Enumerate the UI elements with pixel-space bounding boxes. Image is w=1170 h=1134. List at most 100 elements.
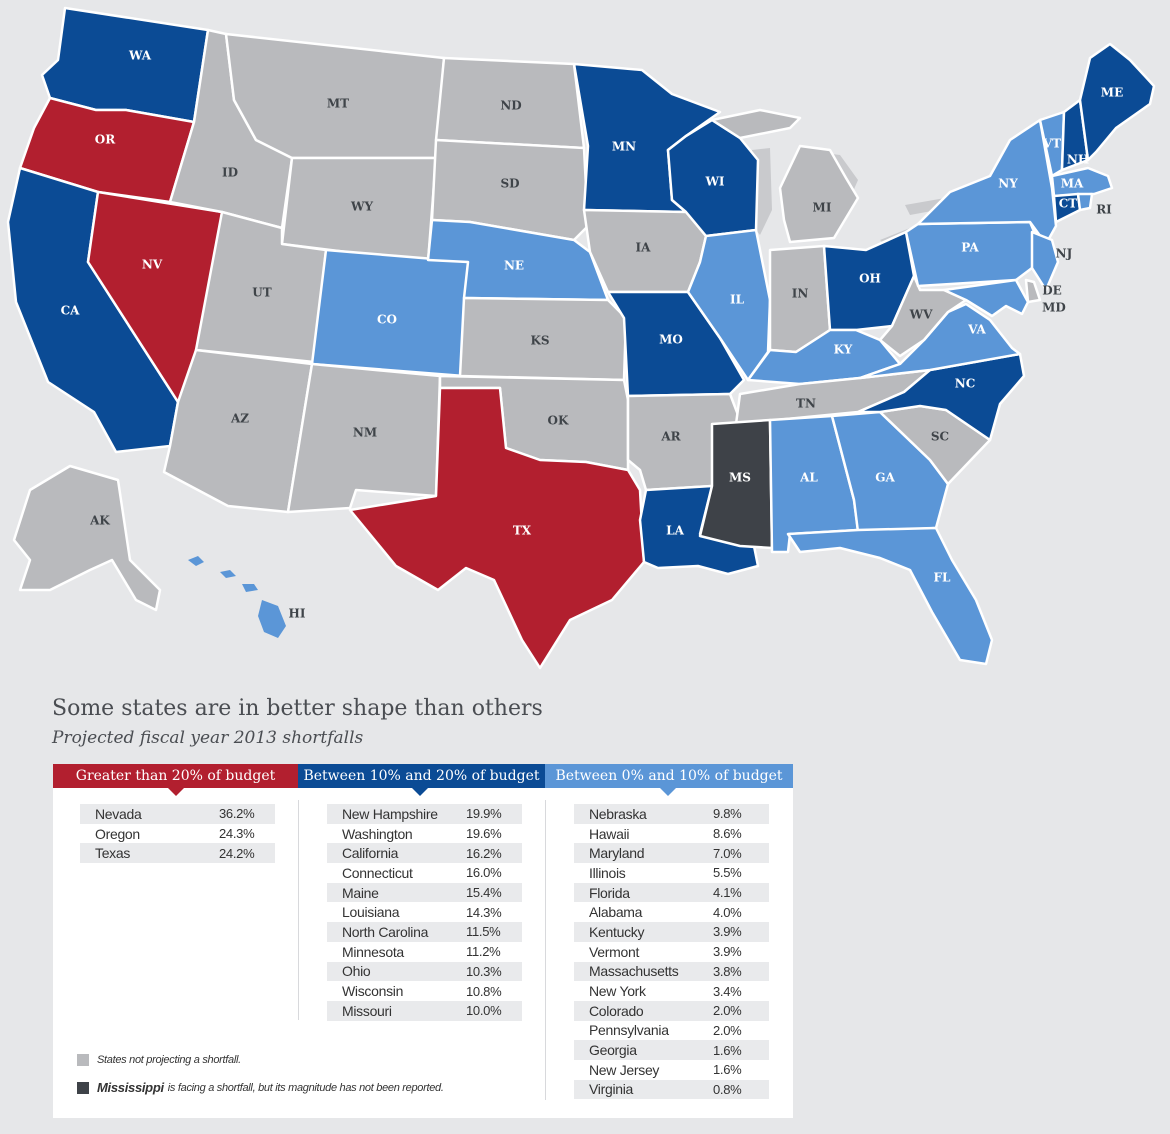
label-OR: OR [95, 133, 116, 147]
state-NJ[interactable] [1030, 230, 1060, 292]
us-states-map: WA OR CA NV ID MT WY UT CO AZ NM ND SD N… [6, 6, 1156, 670]
label-VT: VT [1042, 137, 1061, 151]
label-AR: AR [660, 430, 681, 444]
table-row: Georgia 1.6% [574, 1040, 769, 1060]
table-row: Pennsylvania 2.0% [574, 1020, 769, 1041]
legend-no-shortfall: States not projecting a shortfall. [77, 1054, 241, 1066]
state-name: Massachusetts [589, 963, 679, 980]
label-NC: NC [955, 377, 976, 391]
state-DE[interactable] [1024, 278, 1042, 304]
state-name: Alabama [589, 904, 643, 921]
table-row: Louisiana 14.3% [327, 902, 522, 923]
state-MI-up[interactable] [710, 108, 802, 140]
table-row: Oregon 24.3% [80, 823, 275, 844]
state-NY[interactable] [916, 118, 1058, 246]
table-row: Illinois 5.5% [574, 863, 769, 883]
list-10to20: New Hampshire 19.9% Washington 19.6% Califor… [327, 804, 522, 1021]
label-OK: OK [548, 414, 569, 428]
label-SC: SC [931, 430, 949, 444]
shortfall-percent: 14.3% [466, 904, 502, 920]
table-row: Ohio 10.3% [327, 961, 522, 982]
label-ID: ID [222, 166, 238, 180]
state-name: Nevada [95, 805, 142, 822]
shortfall-percent: 19.9% [466, 806, 502, 822]
legend-mississippi: Mississippi is facing a shortfall, but i… [77, 1080, 444, 1095]
shortfall-percent: 4.1% [713, 885, 742, 901]
state-name: New Hampshire [342, 805, 438, 822]
state-name: Wisconsin [342, 983, 404, 1000]
state-name: Hawaii [589, 825, 630, 842]
shortfall-percent: 9.8% [713, 806, 742, 822]
state-name: Louisiana [342, 904, 400, 921]
table-row: Maryland 7.0% [574, 843, 769, 864]
state-WI[interactable] [666, 118, 760, 238]
state-RI[interactable] [1076, 192, 1094, 212]
category-header-10to20: Between 10% and 20% of budget [298, 764, 545, 788]
state-ME[interactable] [1078, 42, 1156, 162]
label-CT: CT [1059, 197, 1078, 211]
state-NC[interactable] [856, 352, 1026, 442]
list-over20: Nevada 36.2% Oregon 24.3% Texas 24.2% [80, 804, 275, 864]
state-name: Kentucky [589, 923, 645, 940]
page-subtitle: Projected fiscal year 2013 shortfalls [52, 728, 364, 748]
shortfall-percent: 19.6% [466, 826, 502, 842]
label-NE: NE [504, 259, 524, 273]
label-WA: WA [128, 49, 152, 63]
shortfall-percent: 10.0% [466, 1003, 502, 1019]
label-PA: PA [961, 241, 979, 255]
state-TX[interactable] [348, 386, 646, 670]
state-name: Washington [342, 825, 413, 842]
state-MD[interactable] [942, 278, 1030, 318]
shortfall-percent: 3.4% [713, 983, 742, 999]
label-RI: RI [1096, 203, 1112, 217]
category-header-0to10: Between 0% and 10% of budget [545, 764, 793, 788]
state-name: Nebraska [589, 805, 647, 822]
table-row: Minnesota 11.2% [327, 941, 522, 962]
shortfall-percent: 2.0% [713, 1003, 742, 1019]
shortfall-percent: 11.5% [466, 924, 501, 940]
table-row: Missouri 10.0% [327, 1000, 522, 1021]
legend-mississippi-text: is facing a shortfall, but its magnitude… [167, 1081, 444, 1094]
shortfall-percent: 10.8% [466, 983, 502, 999]
state-name: Minnesota [342, 943, 404, 960]
label-GA: GA [875, 471, 895, 485]
state-name: Texas [95, 845, 131, 862]
label-CO: CO [377, 313, 397, 327]
label-WY: WY [350, 200, 373, 214]
list-0to10: Nebraska 9.8% Hawaii 8.6% Maryland 7.0% Illino… [574, 804, 769, 1100]
label-NM: NM [353, 426, 377, 440]
shortfall-percent: 3.9% [713, 944, 742, 960]
label-TN: TN [796, 397, 816, 411]
table-row: New Jersey 1.6% [574, 1059, 769, 1080]
table-row: Maine 15.4% [327, 882, 522, 903]
column-divider [545, 800, 546, 1100]
lake-ontario [905, 198, 948, 215]
shortfall-percent: 3.8% [713, 963, 742, 979]
label-LA: LA [666, 524, 684, 538]
label-ND: ND [500, 99, 521, 113]
state-name: Missouri [342, 1002, 392, 1019]
state-HI[interactable] [188, 556, 286, 638]
state-name: Ohio [342, 963, 371, 980]
label-MN: MN [612, 140, 636, 154]
label-ME: ME [1101, 86, 1123, 100]
shortfall-percent: 5.5% [713, 865, 742, 881]
column-divider [298, 800, 299, 1020]
category-notch-0to10 [659, 787, 677, 796]
state-name: Vermont [589, 943, 640, 960]
state-name: Oregon [95, 825, 140, 842]
legend-mississippi-bold: Mississippi [97, 1080, 164, 1095]
shortfall-percent: 4.0% [713, 904, 742, 920]
shortfall-percent: 7.0% [713, 845, 742, 861]
shortfall-table-panel: Greater than 20% of budget Between 10% a… [53, 764, 793, 1118]
label-IA: IA [636, 241, 652, 255]
table-row: Hawaii 8.6% [574, 823, 769, 844]
state-VA[interactable] [858, 302, 1022, 380]
label-IL: IL [730, 293, 745, 307]
label-IN: IN [792, 287, 809, 301]
legend-swatch-dark [77, 1081, 89, 1094]
state-MI[interactable] [778, 144, 860, 244]
state-AK[interactable] [12, 464, 162, 612]
label-MA: MA [1061, 177, 1084, 191]
state-FL[interactable] [786, 526, 994, 666]
